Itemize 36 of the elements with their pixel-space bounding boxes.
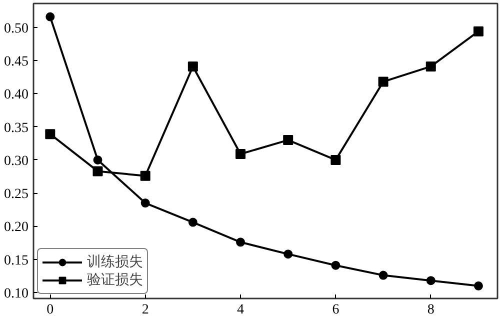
point — [378, 270, 388, 280]
y-tick-label: 0.15 — [4, 253, 28, 268]
point — [188, 61, 198, 72]
point — [46, 12, 55, 22]
point — [283, 135, 294, 146]
y-tick-label: 0.10 — [4, 286, 28, 302]
y-tick-label: 0.25 — [4, 187, 28, 202]
y-tick-label: 0.50 — [4, 21, 28, 36]
point — [140, 170, 150, 181]
point — [188, 218, 198, 227]
point — [426, 276, 436, 286]
point — [378, 76, 388, 87]
point — [93, 155, 102, 164]
point — [45, 129, 56, 140]
y-tick-label: 0.40 — [4, 88, 28, 103]
point — [330, 154, 341, 165]
legend-label: 训练损失 — [87, 253, 143, 271]
point — [284, 250, 293, 259]
point — [331, 260, 340, 270]
x-tick-label: 8 — [427, 302, 434, 316]
x-tick-label: 2 — [142, 302, 149, 316]
point — [426, 61, 436, 72]
point — [236, 148, 246, 159]
y-tick-label: 0.30 — [4, 154, 28, 169]
point — [474, 281, 483, 290]
y-tick-label: 0.45 — [4, 54, 28, 70]
y-tick-label: 0.20 — [4, 220, 28, 236]
x-tick-label: 0 — [46, 302, 54, 316]
x-tick-label: 6 — [332, 302, 340, 316]
point — [473, 26, 484, 36]
point — [140, 198, 150, 208]
point — [92, 166, 103, 176]
point — [236, 238, 246, 247]
legend-label: 验证损失 — [87, 271, 143, 289]
x-tick-label: 4 — [237, 302, 244, 316]
y-tick-label: 0.35 — [4, 120, 28, 136]
